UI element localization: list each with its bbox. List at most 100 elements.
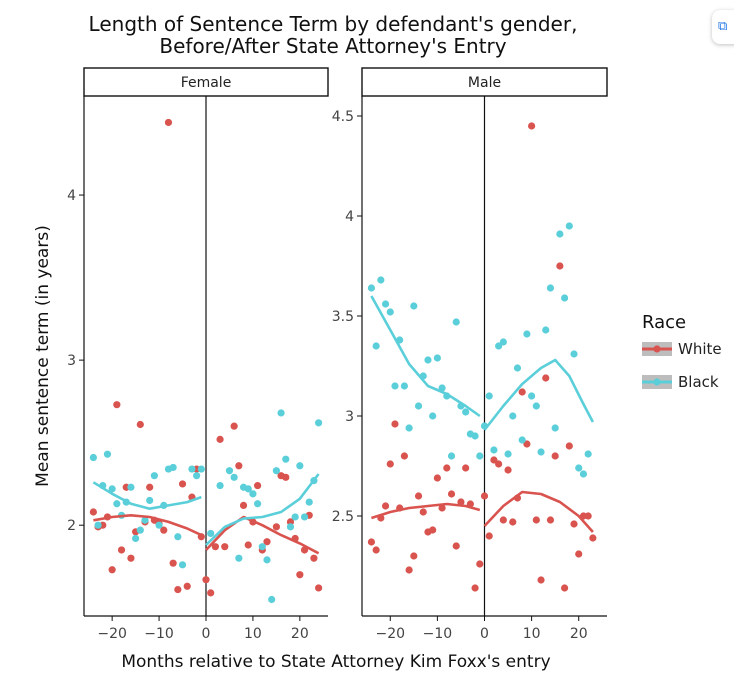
facet-female: Female 2 3 4 −20 −10 0 10 20: [67, 67, 329, 642]
smooth-line-black-before: [370, 295, 481, 418]
point-black: [429, 412, 437, 420]
point-black: [367, 284, 376, 292]
point-black: [127, 483, 135, 491]
point-white: [310, 554, 318, 562]
point-white: [391, 420, 399, 428]
point-white: [542, 374, 550, 382]
point-white: [386, 460, 394, 468]
point-black: [528, 392, 536, 400]
point-black: [490, 446, 498, 454]
y-tick-label: 4: [345, 209, 354, 225]
y-tick-label: 3: [67, 353, 76, 369]
point-black: [551, 424, 559, 432]
point-black: [410, 302, 418, 310]
y-tick-label: 4.5: [332, 109, 354, 125]
point-black: [235, 554, 243, 562]
point-white: [400, 452, 409, 460]
smooth-line-black-after: [483, 358, 595, 431]
point-black: [499, 338, 507, 346]
point-white: [117, 546, 126, 554]
point-white: [367, 538, 376, 546]
legend: Race White Black: [642, 312, 722, 391]
point-white: [523, 440, 531, 448]
copy-icon[interactable]: ⧉: [712, 10, 734, 44]
point-black: [193, 472, 201, 480]
point-white: [537, 576, 545, 584]
smooth-line-black-after: [205, 473, 320, 546]
point-white: [272, 523, 280, 531]
point-white: [207, 589, 215, 597]
point-black: [424, 356, 432, 364]
point-black: [532, 402, 540, 410]
point-white: [183, 582, 191, 590]
point-black: [155, 521, 163, 529]
point-white: [136, 420, 144, 429]
smooth-line-white-after: [205, 515, 320, 555]
point-black: [485, 392, 493, 400]
point-white: [570, 520, 578, 528]
point-black: [513, 364, 522, 372]
point-white: [89, 508, 97, 516]
y-axis-label: Mean sentence term (in years): [33, 225, 53, 487]
point-white: [178, 480, 187, 488]
point-white: [532, 516, 540, 524]
point-black: [268, 595, 276, 604]
point-white: [410, 552, 418, 560]
point-white: [438, 504, 446, 512]
legend-title: Race: [642, 312, 686, 333]
point-black: [254, 500, 262, 508]
point-white: [447, 490, 456, 498]
point-black: [546, 284, 555, 292]
point-black: [405, 424, 413, 432]
point-black: [216, 481, 224, 490]
point-white: [528, 122, 536, 130]
point-white: [419, 508, 427, 516]
point-white: [221, 543, 229, 551]
x-tick-label: −10: [423, 626, 453, 642]
point-black: [414, 402, 423, 410]
facet-strip: [83, 67, 329, 97]
point-black: [584, 450, 592, 458]
point-white: [113, 401, 121, 409]
point-white: [230, 422, 238, 430]
point-black: [244, 485, 252, 493]
point-black: [178, 561, 187, 569]
point-white: [296, 571, 304, 579]
smooth-line-white-before: [371, 502, 481, 520]
point-black: [471, 432, 479, 440]
point-black: [560, 294, 569, 302]
smooth-line-black-before: [92, 481, 202, 510]
point-white: [282, 473, 290, 481]
point-white: [560, 584, 569, 592]
smooth-line-white-before: [93, 514, 202, 537]
point-black: [315, 419, 323, 427]
point-white: [495, 460, 503, 468]
point-black: [305, 498, 313, 506]
point-black: [272, 467, 280, 475]
point-white: [485, 532, 493, 540]
point-black: [400, 382, 409, 390]
point-black: [282, 455, 290, 463]
point-black: [570, 350, 578, 358]
point-black: [132, 534, 140, 543]
y-tick-label: 4: [67, 188, 76, 204]
point-black: [372, 342, 380, 350]
legend-label: White: [678, 340, 722, 358]
point-black: [113, 500, 121, 508]
point-black: [300, 513, 309, 521]
point-white: [509, 518, 517, 526]
point-white: [504, 466, 512, 474]
point-white: [164, 118, 173, 127]
x-tick-label: 10: [244, 626, 262, 642]
point-black: [296, 462, 304, 470]
point-white: [584, 512, 592, 520]
point-white: [499, 516, 507, 524]
point-white: [551, 452, 559, 460]
point-black: [381, 300, 390, 308]
point-black: [565, 222, 573, 230]
point-white: [146, 483, 154, 491]
point-white: [127, 554, 135, 562]
point-black: [169, 463, 177, 472]
point-black: [89, 453, 97, 462]
point-white: [254, 481, 262, 490]
